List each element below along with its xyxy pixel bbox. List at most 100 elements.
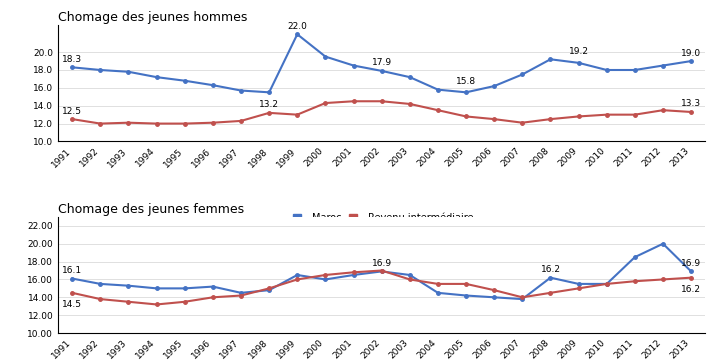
Revenu intermédiaire [659, 277, 667, 282]
Revenu intermédiaire [377, 99, 386, 104]
Legend: Maroc, Revenu intermédiaire: Maroc, Revenu intermédiaire [286, 209, 478, 227]
Revenu intermédiaire [687, 275, 696, 280]
Maroc [96, 68, 105, 72]
Maroc [237, 291, 246, 295]
Revenu intermédiaire [180, 300, 189, 304]
Revenu intermédiaire [546, 117, 555, 121]
Maroc [574, 61, 583, 65]
Revenu intermédiaire [630, 113, 639, 117]
Maroc [152, 286, 161, 291]
Maroc [265, 288, 273, 292]
Revenu intermédiaire [406, 102, 414, 106]
Maroc [152, 75, 161, 79]
Revenu intermédiaire [687, 110, 696, 114]
Revenu intermédiaire [630, 279, 639, 283]
Revenu intermédiaire [518, 121, 526, 125]
Revenu intermédiaire [237, 293, 246, 298]
Revenu intermédiaire [237, 119, 246, 123]
Maroc [209, 285, 217, 289]
Revenu intermédiaire [209, 295, 217, 299]
Text: 19.2: 19.2 [569, 47, 589, 56]
Revenu intermédiaire [490, 117, 499, 121]
Maroc [377, 69, 386, 73]
Maroc [96, 282, 105, 286]
Maroc [687, 59, 696, 63]
Text: 16.9: 16.9 [681, 259, 701, 268]
Text: 14.5: 14.5 [63, 300, 82, 309]
Maroc [603, 282, 611, 286]
Maroc [630, 255, 639, 259]
Maroc [293, 32, 302, 37]
Text: 13.2: 13.2 [259, 100, 279, 109]
Text: 12.5: 12.5 [63, 106, 82, 115]
Revenu intermédiaire [603, 282, 611, 286]
Maroc [377, 269, 386, 274]
Maroc [659, 63, 667, 68]
Revenu intermédiaire [433, 108, 442, 112]
Revenu intermédiaire [433, 282, 442, 286]
Revenu intermédiaire [349, 270, 358, 274]
Maroc [124, 283, 133, 288]
Revenu intermédiaire [406, 277, 414, 282]
Text: 16.2: 16.2 [540, 265, 561, 274]
Revenu intermédiaire [124, 121, 133, 125]
Revenu intermédiaire [96, 121, 105, 126]
Maroc [349, 63, 358, 68]
Revenu intermédiaire [546, 291, 555, 295]
Revenu intermédiaire [265, 286, 273, 291]
Revenu intermédiaire [152, 121, 161, 126]
Text: Chomage des jeunes femmes: Chomage des jeunes femmes [58, 203, 244, 216]
Text: 19.0: 19.0 [681, 49, 701, 58]
Maroc [518, 72, 526, 77]
Maroc [68, 276, 76, 281]
Revenu intermédiaire [68, 291, 76, 295]
Text: 16.9: 16.9 [371, 259, 392, 268]
Maroc [180, 79, 189, 83]
Maroc [433, 88, 442, 92]
Revenu intermédiaire [152, 302, 161, 307]
Maroc [68, 65, 76, 70]
Text: 18.3: 18.3 [63, 55, 82, 64]
Revenu intermédiaire [180, 121, 189, 126]
Maroc [659, 241, 667, 246]
Maroc [293, 273, 302, 277]
Maroc [574, 282, 583, 286]
Maroc [124, 70, 133, 74]
Revenu intermédiaire [518, 295, 526, 299]
Maroc [180, 286, 189, 291]
Maroc [462, 90, 470, 94]
Revenu intermédiaire [490, 288, 499, 292]
Maroc [406, 75, 414, 79]
Maroc [209, 83, 217, 87]
Revenu intermédiaire [377, 268, 386, 273]
Revenu intermédiaire [321, 273, 330, 277]
Revenu intermédiaire [603, 113, 611, 117]
Text: 15.8: 15.8 [456, 77, 476, 86]
Revenu intermédiaire [124, 300, 133, 304]
Revenu intermédiaire [462, 282, 470, 286]
Text: 16.2: 16.2 [681, 285, 701, 294]
Revenu intermédiaire [462, 114, 470, 119]
Maroc [603, 68, 611, 72]
Revenu intermédiaire [349, 99, 358, 104]
Revenu intermédiaire [96, 297, 105, 301]
Text: 13.3: 13.3 [681, 100, 701, 109]
Revenu intermédiaire [68, 117, 76, 121]
Maroc [433, 291, 442, 295]
Revenu intermédiaire [209, 121, 217, 125]
Revenu intermédiaire [659, 108, 667, 112]
Text: 16.1: 16.1 [63, 266, 82, 275]
Revenu intermédiaire [293, 277, 302, 282]
Maroc [321, 277, 330, 282]
Maroc [237, 88, 246, 93]
Revenu intermédiaire [265, 111, 273, 115]
Text: 17.9: 17.9 [371, 58, 392, 67]
Line: Maroc: Maroc [71, 242, 693, 301]
Text: Chomage des jeunes hommes: Chomage des jeunes hommes [58, 11, 247, 24]
Maroc [490, 295, 499, 299]
Maroc [546, 57, 555, 62]
Maroc [349, 273, 358, 277]
Revenu intermédiaire [321, 101, 330, 105]
Maroc [490, 84, 499, 88]
Maroc [462, 293, 470, 298]
